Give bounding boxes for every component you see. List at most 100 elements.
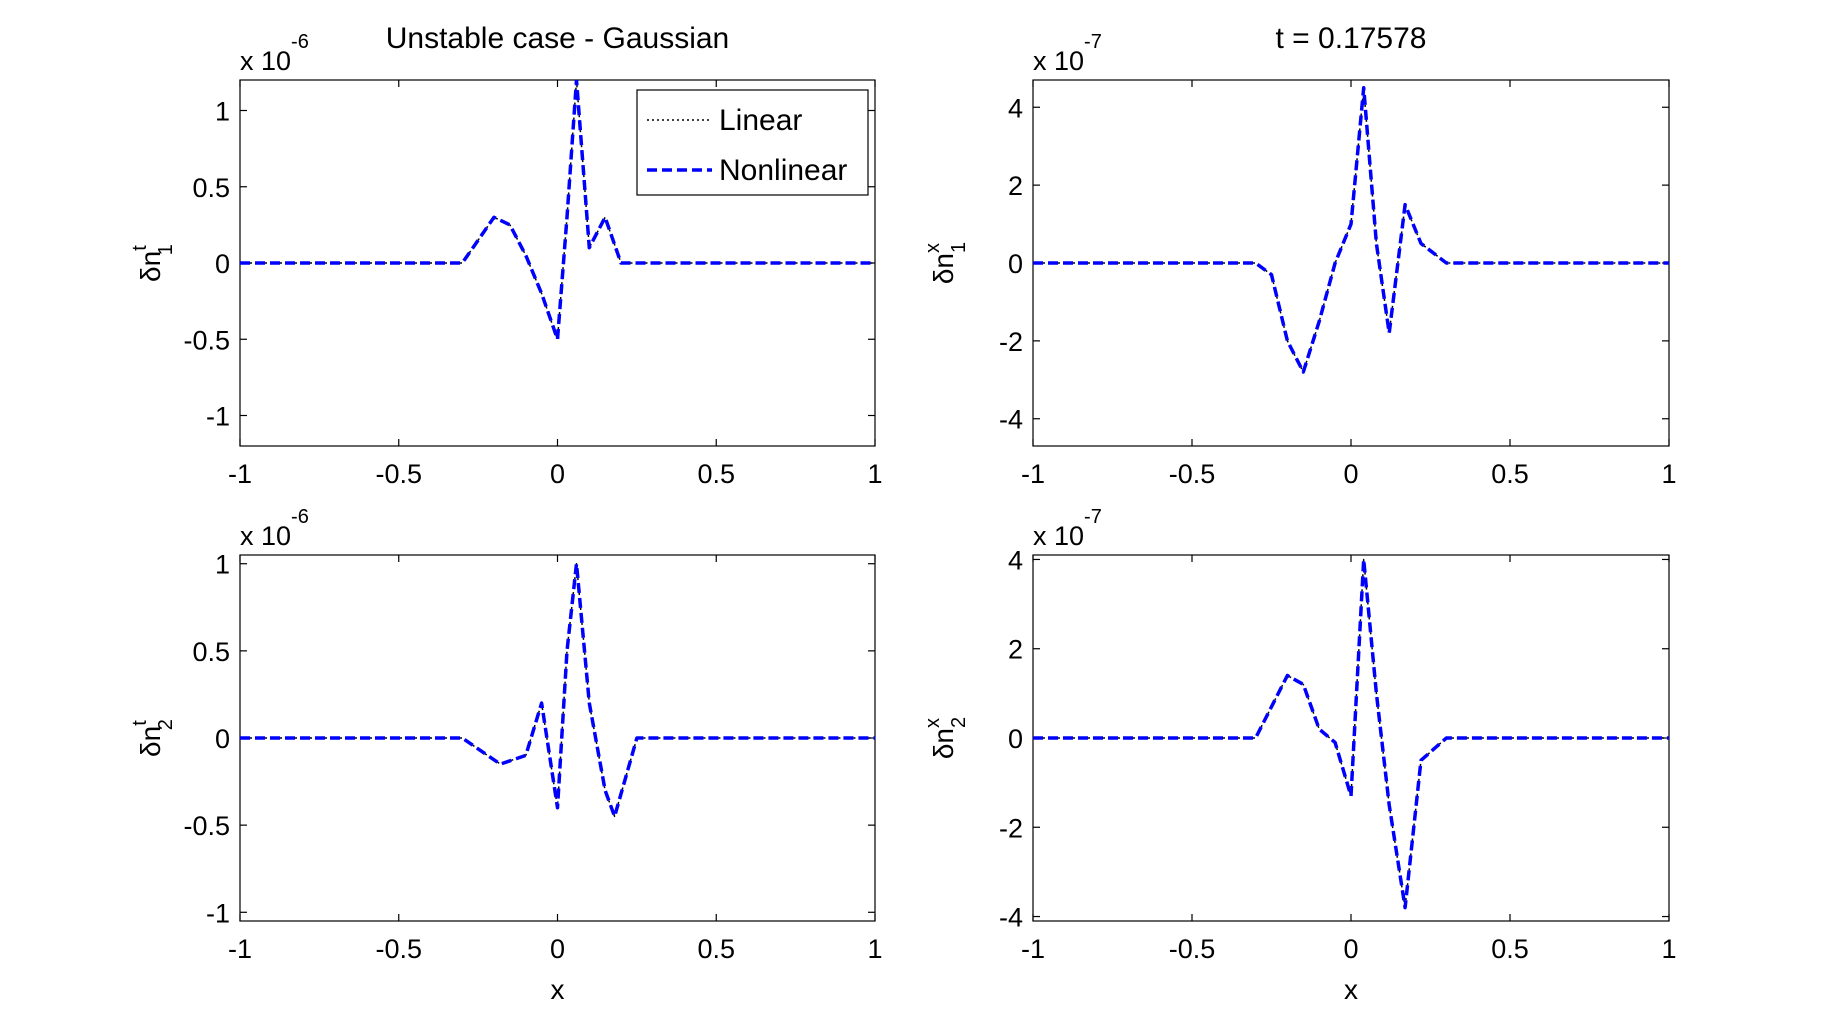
- exponent-base: x 10: [240, 521, 291, 551]
- y-label-superscript: x: [922, 243, 944, 253]
- series-group: [1033, 86, 1669, 374]
- y-label-base: δn: [928, 253, 959, 284]
- x-tick-label: -0.5: [1169, 934, 1216, 964]
- x-tick-label: 1: [867, 459, 882, 489]
- x-tick-label: -1: [1021, 934, 1045, 964]
- y-tick-label: 2: [1008, 171, 1023, 201]
- y-tick-label: 4: [1008, 545, 1023, 575]
- y-tick-label: -0.5: [183, 811, 230, 841]
- exponent-base: x 10: [240, 46, 291, 76]
- legend-label-linear: Linear: [719, 104, 802, 137]
- x-axis-label: x: [551, 974, 565, 1005]
- y-label-subscript: 1: [155, 244, 177, 255]
- y-axis-label: δnt 1: [129, 244, 177, 282]
- y-tick-label: 0: [1008, 249, 1023, 279]
- y-tick-label: 0: [215, 249, 230, 279]
- x-tick-label: 0.5: [1491, 459, 1529, 489]
- series-line-linear: [240, 562, 875, 818]
- x-ticks: -1 -0.5 0 0.5 1: [228, 80, 883, 489]
- y-label-subscript: 1: [948, 242, 970, 253]
- x-tick-label: -1: [1021, 459, 1045, 489]
- legend-box: [636, 89, 869, 196]
- y-tick-label: -0.5: [183, 325, 230, 355]
- panel-3: -1 -0.5 0 0.5 1 -1 -0.5 0 0.5 1 x 10-6 δnt 2 x: [129, 506, 883, 1005]
- y-tick-label: 1: [215, 97, 230, 127]
- x-tick-label: 0: [550, 459, 565, 489]
- x-tick-label: -1: [228, 459, 252, 489]
- y-tick-label: -1: [206, 402, 230, 432]
- y-tick-label: -4: [999, 903, 1023, 933]
- exponent-base: x 10: [1033, 521, 1084, 551]
- y-ticks: -1 -0.5 0 0.5 1: [183, 97, 875, 432]
- x-tick-label: -1: [228, 934, 252, 964]
- axis-exponent: x 10-6: [240, 31, 309, 76]
- exponent-base: x 10: [1033, 46, 1084, 76]
- y-ticks: -1 -0.5 0 0.5 1: [183, 550, 875, 928]
- exponent-power: -7: [1084, 506, 1102, 528]
- x-ticks: -1 -0.5 0 0.5 1: [1021, 80, 1677, 489]
- y-tick-label: 1: [215, 550, 230, 580]
- y-label-subscript: 2: [948, 717, 970, 728]
- exponent-power: -6: [291, 506, 309, 528]
- y-ticks: -4 -2 0 2 4: [999, 93, 1669, 435]
- x-tick-label: 0.5: [697, 934, 735, 964]
- y-label-subscript: 2: [155, 719, 177, 730]
- legend-label-nonlinear: Nonlinear: [719, 154, 847, 187]
- y-label-base: δn: [135, 726, 166, 757]
- series-line-nonlinear: [240, 80, 875, 342]
- y-ticks: -4 -2 0 2 4: [999, 545, 1669, 933]
- x-tick-label: 0.5: [697, 459, 735, 489]
- y-label-base: δn: [928, 728, 959, 759]
- series-line-linear: [1033, 558, 1669, 909]
- y-tick-label: 0.5: [192, 173, 230, 203]
- x-tick-label: 0.5: [1491, 934, 1529, 964]
- x-tick-label: 0: [1343, 459, 1358, 489]
- panel-title: t = 0.17578: [1276, 22, 1427, 55]
- x-ticks: -1 -0.5 0 0.5 1: [228, 555, 883, 964]
- axis-exponent: x 10-7: [1033, 506, 1102, 551]
- y-tick-label: 0: [1008, 724, 1023, 754]
- y-tick-label: 4: [1008, 93, 1023, 123]
- panel-title: Unstable case - Gaussian: [386, 22, 730, 55]
- axis-exponent: x 10-7: [1033, 31, 1102, 76]
- y-tick-label: 0: [215, 724, 230, 754]
- y-label-superscript: t: [129, 720, 151, 726]
- y-tick-label: -4: [999, 405, 1023, 435]
- y-tick-label: -1: [206, 898, 230, 928]
- series-group: [1033, 557, 1669, 910]
- x-tick-label: -0.5: [1169, 459, 1216, 489]
- legend: Linear Nonlinear: [636, 89, 869, 196]
- x-tick-label: 1: [867, 934, 882, 964]
- x-tick-label: -0.5: [375, 459, 422, 489]
- exponent-power: -6: [291, 31, 309, 53]
- y-tick-label: -2: [999, 327, 1023, 357]
- x-tick-label: 0: [550, 934, 565, 964]
- y-label-superscript: x: [922, 718, 944, 728]
- axis-exponent: x 10-6: [240, 506, 309, 551]
- y-axis-label: δnx 1: [922, 242, 970, 284]
- x-tick-label: 0: [1343, 934, 1358, 964]
- y-axis-label: δnt 2: [129, 719, 177, 757]
- x-tick-label: -0.5: [375, 934, 422, 964]
- x-ticks: -1 -0.5 0 0.5 1: [1021, 555, 1677, 964]
- series-group: [240, 80, 875, 342]
- panel-1: -1 -0.5 0 0.5 1 -1 -0.5 0 0.5 1 x 10-6 Unstable cas…: [129, 22, 883, 489]
- x-tick-label: 1: [1661, 934, 1676, 964]
- y-axis-label: δnx 2: [922, 717, 970, 759]
- y-tick-label: 2: [1008, 635, 1023, 665]
- x-tick-label: 1: [1661, 459, 1676, 489]
- exponent-power: -7: [1084, 31, 1102, 53]
- x-axis-label: x: [1344, 974, 1358, 1005]
- series-group: [240, 561, 875, 819]
- series-line-linear: [1033, 87, 1669, 373]
- y-tick-label: -2: [999, 813, 1023, 843]
- series-line-nonlinear: [1033, 86, 1669, 374]
- series-line-nonlinear: [240, 561, 875, 819]
- series-line-nonlinear: [1033, 557, 1669, 910]
- y-label-base: δn: [135, 251, 166, 282]
- y-tick-label: 0.5: [192, 637, 230, 667]
- y-label-superscript: t: [129, 245, 151, 251]
